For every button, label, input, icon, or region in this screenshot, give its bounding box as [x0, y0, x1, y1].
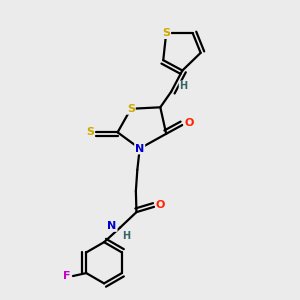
- Text: H: H: [179, 81, 188, 92]
- Text: O: O: [184, 118, 194, 128]
- Text: N: N: [135, 143, 144, 154]
- Text: O: O: [156, 200, 165, 210]
- Text: N: N: [107, 221, 117, 231]
- Text: H: H: [122, 231, 130, 241]
- Text: S: S: [162, 28, 170, 38]
- Text: S: S: [127, 104, 135, 114]
- Text: S: S: [86, 127, 94, 137]
- Text: F: F: [63, 271, 70, 281]
